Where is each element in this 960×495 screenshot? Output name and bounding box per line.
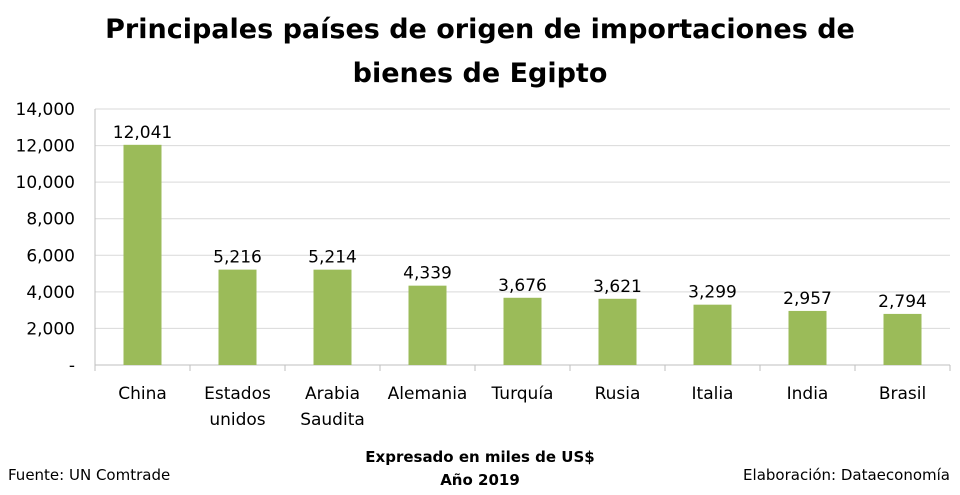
chart-title: Principales países de origen de importac… <box>0 8 960 96</box>
y-tick-label: 6,000 <box>26 246 75 266</box>
y-tick-label: 8,000 <box>26 210 75 230</box>
data-label: 12,041 <box>113 123 172 143</box>
data-label: 5,216 <box>213 248 262 268</box>
data-label: 5,214 <box>308 248 357 268</box>
x-tick-label: unidos <box>209 410 265 430</box>
x-tick-label: Saudita <box>300 410 365 430</box>
x-tick-label: China <box>118 384 167 404</box>
data-label: 3,299 <box>688 283 737 303</box>
x-tick-label: India <box>787 384 829 404</box>
x-tick-label: Rusia <box>595 384 641 404</box>
bar <box>598 298 637 365</box>
bar <box>693 304 732 365</box>
credit-note: Elaboración: Dataeconomía <box>743 466 950 484</box>
y-tick-label: 2,000 <box>26 319 75 339</box>
x-tick-label: Italia <box>692 384 734 404</box>
year-note: Año 2019 <box>440 471 520 489</box>
data-label: 3,621 <box>593 277 642 297</box>
bar <box>788 310 827 365</box>
x-tick-label: Alemania <box>388 384 468 404</box>
x-tick-label: Estados <box>204 384 271 404</box>
bar <box>218 269 257 365</box>
data-label: 2,957 <box>783 289 832 309</box>
y-tick-label: - <box>69 356 75 376</box>
y-tick-label: 10,000 <box>16 173 75 193</box>
y-tick-label: 14,000 <box>16 100 75 120</box>
units-note: Expresado en miles de US$ <box>365 448 595 466</box>
bar <box>123 144 162 365</box>
bar <box>408 285 447 365</box>
data-label: 3,676 <box>498 276 547 296</box>
chart-title-line-1: Principales países de origen de importac… <box>105 14 855 45</box>
chart-title-line-2: bienes de Egipto <box>352 58 608 89</box>
bar <box>313 269 352 365</box>
x-tick-label: Turquía <box>491 384 554 404</box>
x-tick-label: Brasil <box>879 384 926 404</box>
data-label: 2,794 <box>878 292 927 312</box>
data-label: 4,339 <box>403 264 452 284</box>
y-tick-label: 4,000 <box>26 283 75 303</box>
source-note: Fuente: UN Comtrade <box>8 466 171 484</box>
x-tick-label: Arabia <box>305 384 360 404</box>
bar <box>503 297 542 365</box>
y-tick-label: 12,000 <box>16 137 75 157</box>
bar <box>883 313 922 365</box>
